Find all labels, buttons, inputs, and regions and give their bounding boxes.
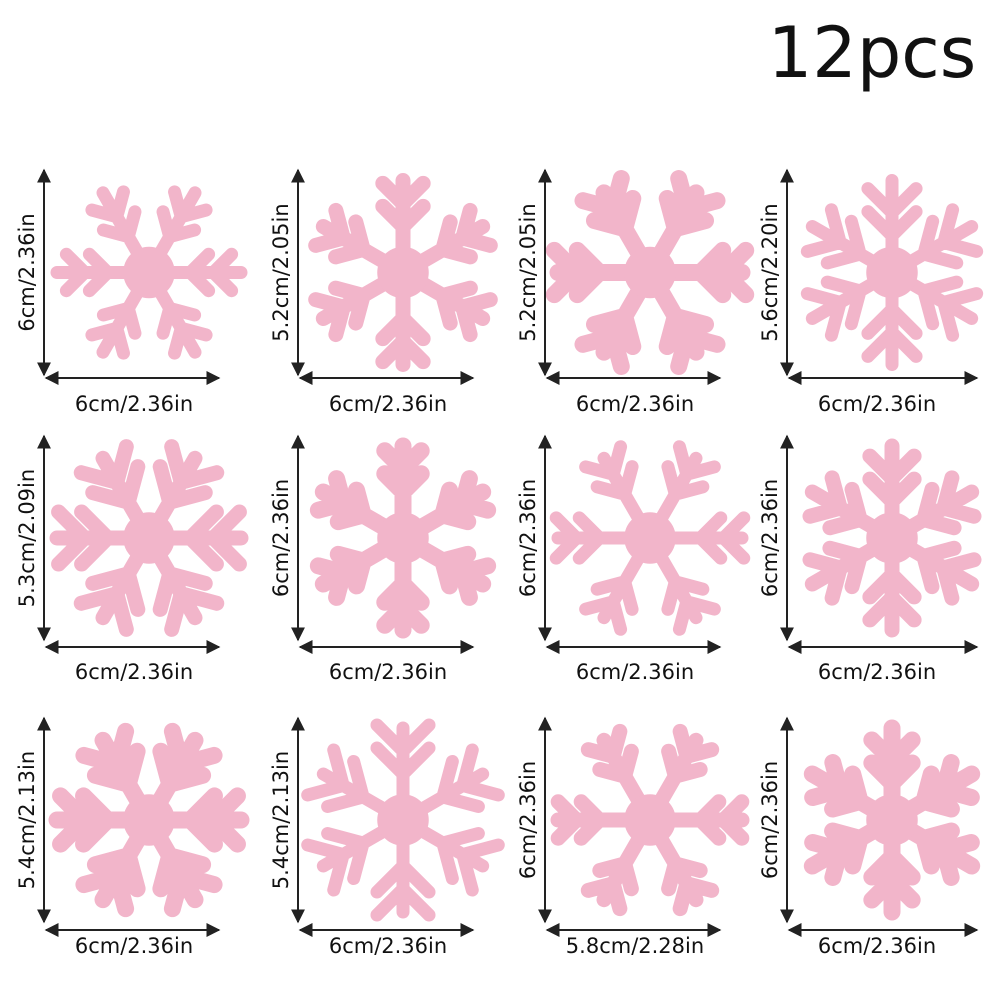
height-label: 6cm/2.36in (758, 761, 782, 879)
snowflake-arms (50, 185, 248, 360)
height-label: 5.4cm/2.13in (269, 751, 293, 889)
snowflake (309, 437, 497, 639)
height-label: 5.3cm/2.09in (15, 469, 39, 607)
width-label: 6cm/2.36in (75, 934, 193, 958)
snowflake-arms (545, 170, 755, 375)
width-label: 6cm/2.36in (818, 660, 936, 684)
snowflake-core (123, 512, 175, 564)
snowflake-arms (803, 719, 981, 921)
snowflake-core (624, 512, 676, 564)
height-label: 5.4cm/2.13in (15, 751, 39, 889)
width-label: 6cm/2.36in (75, 660, 193, 684)
width-label: 6cm/2.36in (818, 934, 936, 958)
width-label: 6cm/2.36in (329, 392, 447, 416)
width-label: 5.8cm/2.28in (566, 934, 704, 958)
snowflake-core (866, 794, 918, 846)
snowflake-core (624, 794, 676, 846)
snowflake (802, 438, 982, 638)
snowflake-core (377, 512, 429, 564)
snowflake-arms (308, 173, 498, 372)
snowflake (550, 723, 750, 917)
width-label: 6cm/2.36in (576, 660, 694, 684)
snowflake (48, 722, 250, 918)
snowflake-arms (800, 174, 984, 371)
snowflake (549, 440, 751, 636)
snowflake-core (377, 794, 429, 846)
height-label: 6cm/2.36in (516, 761, 540, 879)
height-label: 6cm/2.36in (269, 479, 293, 597)
width-label: 6cm/2.36in (329, 660, 447, 684)
height-label: 5.2cm/2.05in (269, 203, 293, 341)
width-label: 6cm/2.36in (75, 392, 193, 416)
snowflake (803, 719, 981, 921)
snowflake-core (866, 512, 918, 564)
snowflake-arms (301, 718, 505, 922)
snowflake (301, 718, 505, 922)
snowflake-core (123, 246, 175, 299)
snowflake (49, 439, 249, 637)
snowflake (800, 174, 984, 371)
snowflake-core (377, 246, 429, 299)
snowflake-arms (550, 723, 750, 917)
height-label: 6cm/2.36in (516, 479, 540, 597)
width-label: 6cm/2.36in (576, 392, 694, 416)
height-label: 6cm/2.36in (758, 479, 782, 597)
snowflake (545, 170, 755, 375)
height-label: 5.6cm/2.20in (758, 203, 782, 341)
snowflake-arms (48, 722, 250, 918)
snowflake (50, 185, 248, 360)
snowflake-core (624, 246, 676, 299)
height-label: 6cm/2.36in (15, 213, 39, 331)
snowflake-arms (802, 438, 982, 638)
snowflake-arms (549, 440, 751, 636)
snowflake-core (866, 246, 918, 299)
snowflake-arms (309, 437, 497, 639)
height-label: 5.2cm/2.05in (516, 203, 540, 341)
snowflake (308, 173, 498, 372)
snowflake-core (123, 794, 175, 846)
snowflake-arms (49, 439, 249, 637)
width-label: 6cm/2.36in (329, 934, 447, 958)
width-label: 6cm/2.36in (818, 392, 936, 416)
title: 12pcs (768, 12, 976, 94)
